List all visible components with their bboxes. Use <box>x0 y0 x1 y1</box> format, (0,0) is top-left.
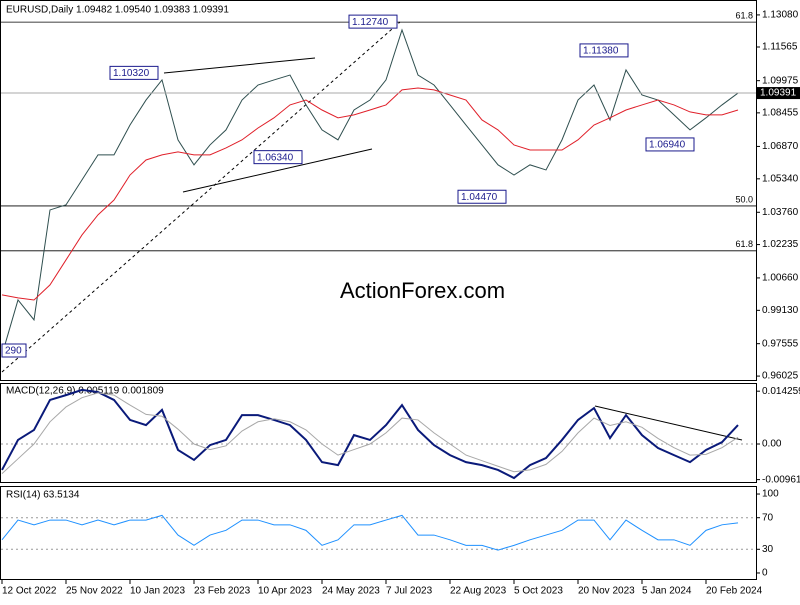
x-tick-label: 7 Jul 2023 <box>386 586 433 597</box>
y-tick-label: 1.06870 <box>762 141 799 152</box>
annotation-box <box>579 43 629 58</box>
trend-line <box>594 405 743 441</box>
y-tick-label: -0.009615 <box>762 474 800 485</box>
y-tick-label: 0.014259 <box>762 386 800 397</box>
annotation-label: 1.10320 <box>113 68 150 79</box>
annotation-label: 1.11380 <box>583 46 619 57</box>
x-tick-label: 22 Aug 2023 <box>450 586 507 597</box>
annotation-label: 1.06340 <box>257 152 294 163</box>
price-label: 1.09391 <box>760 88 797 99</box>
y-tick-label: 30 <box>762 544 774 555</box>
series-line <box>1 388 739 480</box>
series-line <box>1 87 739 301</box>
annotation-box <box>645 137 695 152</box>
series-line <box>1 28 739 355</box>
x-tick-label: 20 Feb 2024 <box>706 586 763 597</box>
y-tick-label: 1.05340 <box>762 173 799 184</box>
fib-label: 61.8 <box>735 10 753 20</box>
y-tick-label: 1.11565 <box>762 42 798 53</box>
fib-label: 61.8 <box>735 239 753 249</box>
annotation-box <box>109 65 159 80</box>
annotation-label: 1.06940 <box>649 140 686 151</box>
watermark: ActionForex.com <box>340 278 505 303</box>
x-tick-label: 10 Apr 2023 <box>258 586 312 597</box>
series-line <box>1 392 739 474</box>
y-tick-label: 1.09975 <box>762 75 799 86</box>
y-tick-label: 0.00 <box>762 439 782 450</box>
rsi-panel <box>0 486 757 580</box>
x-tick-label: 20 Nov 2023 <box>578 586 635 597</box>
y-tick-label: 1.08455 <box>762 107 799 118</box>
price-label-box <box>757 87 800 100</box>
y-tick-label: 0 <box>762 568 768 579</box>
y-tick-label: 1.02235 <box>762 239 799 250</box>
macd-panel <box>0 383 757 483</box>
price-title: EURUSD,Daily 1.09482 1.09540 1.09383 1.0… <box>6 5 229 16</box>
annotation-label: 1.12740 <box>352 17 389 28</box>
y-tick-label: 1.13080 <box>762 10 799 21</box>
x-tick-label: 5 Jan 2024 <box>642 586 692 597</box>
y-tick-label: 1.03760 <box>762 207 799 218</box>
y-tick-label: 0.99130 <box>762 305 799 316</box>
price-panel <box>0 0 757 381</box>
x-tick-label: 12 Oct 2022 <box>2 586 57 597</box>
y-tick-label: 0.97555 <box>762 338 799 349</box>
annotation-box <box>1 343 27 358</box>
annotation-box <box>253 150 303 165</box>
annotation-box <box>457 189 507 204</box>
x-tick-label: 23 Feb 2023 <box>194 586 251 597</box>
y-tick-label: 1.00660 <box>762 273 799 284</box>
x-tick-label: 5 Oct 2023 <box>514 586 563 597</box>
y-tick-label: 70 <box>762 512 774 523</box>
series-line <box>1 514 739 551</box>
x-tick-label: 24 May 2023 <box>322 586 380 597</box>
x-tick-label: 25 Nov 2022 <box>66 586 123 597</box>
annotation-box <box>348 14 398 29</box>
trend-line <box>163 57 316 74</box>
trend-line <box>1 21 401 373</box>
y-tick-label: 100 <box>762 489 779 500</box>
rsi-title: RSI(14) 63.5134 <box>6 490 80 501</box>
x-tick-label: 10 Jan 2023 <box>130 586 185 597</box>
annotation-label: 290 <box>5 346 22 357</box>
fib-label: 50.0 <box>735 194 753 204</box>
y-tick-label: 0.96025 <box>762 371 799 382</box>
annotation-label: 1.04470 <box>461 192 498 203</box>
